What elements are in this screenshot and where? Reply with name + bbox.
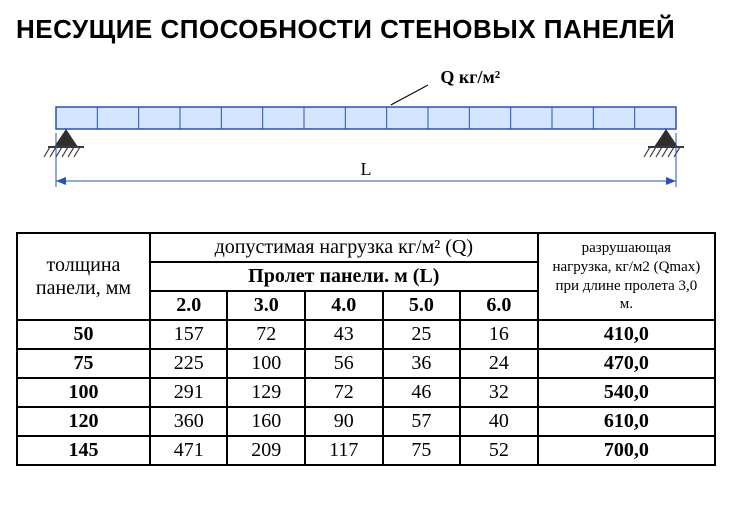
span-col-1: 3.0 <box>227 291 305 320</box>
qmax-header: разрушающая нагрузка, кг/м2 (Qmax) при д… <box>538 233 715 320</box>
qmax-header-l2: нагрузка, кг/м2 (Qmax) <box>552 259 700 275</box>
svg-text:Q кг/м²: Q кг/м² <box>440 67 500 87</box>
capacity-table-wrap: толщина панели, мм допустимая нагрузка к… <box>16 232 716 466</box>
load-cell: 100 <box>227 349 305 378</box>
qmax-cell: 610,0 <box>538 407 715 436</box>
load-cell: 24 <box>460 349 538 378</box>
qmax-cell: 540,0 <box>538 378 715 407</box>
load-cell: 209 <box>227 436 305 465</box>
load-cell: 360 <box>150 407 228 436</box>
thickness-header-line2: панели, мм <box>36 277 131 299</box>
span-col-4: 6.0 <box>460 291 538 320</box>
capacity-table: толщина панели, мм допустимая нагрузка к… <box>16 232 716 466</box>
load-diagram: Q кг/м² L <box>16 63 716 213</box>
table-row: 50 157 72 43 25 16 410,0 <box>17 320 715 349</box>
qmax-cell: 470,0 <box>538 349 715 378</box>
span-header: Пролет панели. м (L) <box>150 262 538 291</box>
load-cell: 52 <box>460 436 538 465</box>
load-cell: 16 <box>460 320 538 349</box>
load-cell: 32 <box>460 378 538 407</box>
thickness-cell: 75 <box>17 349 150 378</box>
qmax-cell: 700,0 <box>538 436 715 465</box>
thickness-cell: 50 <box>17 320 150 349</box>
thickness-cell: 145 <box>17 436 150 465</box>
table-row: 75 225 100 56 36 24 470,0 <box>17 349 715 378</box>
thickness-header-line1: толщина <box>47 254 121 276</box>
thickness-cell: 120 <box>17 407 150 436</box>
load-cell: 471 <box>150 436 228 465</box>
thickness-cell: 100 <box>17 378 150 407</box>
load-cell: 117 <box>305 436 383 465</box>
load-cell: 129 <box>227 378 305 407</box>
load-cell: 43 <box>305 320 383 349</box>
load-cell: 157 <box>150 320 228 349</box>
page-title: НЕСУЩИЕ СПОСОБНОСТИ СТЕНОВЫХ ПАНЕЛЕЙ <box>16 14 719 45</box>
load-cell: 46 <box>383 378 461 407</box>
load-cell: 57 <box>383 407 461 436</box>
load-cell: 75 <box>383 436 461 465</box>
load-cell: 72 <box>227 320 305 349</box>
table-row: 145 471 209 117 75 52 700,0 <box>17 436 715 465</box>
load-cell: 72 <box>305 378 383 407</box>
span-col-2: 4.0 <box>305 291 383 320</box>
load-cell: 25 <box>383 320 461 349</box>
thickness-header: толщина панели, мм <box>17 233 150 320</box>
span-col-0: 2.0 <box>150 291 228 320</box>
load-cell: 36 <box>383 349 461 378</box>
qmax-header-l3: при длине пролета 3,0 <box>555 278 697 294</box>
load-cell: 56 <box>305 349 383 378</box>
svg-text:L: L <box>361 159 372 179</box>
table-row: 120 360 160 90 57 40 610,0 <box>17 407 715 436</box>
load-cell: 291 <box>150 378 228 407</box>
qmax-header-l1: разрушающая <box>582 240 671 256</box>
load-cell: 160 <box>227 407 305 436</box>
table-row: 100 291 129 72 46 32 540,0 <box>17 378 715 407</box>
load-group-header: допустимая нагрузка кг/м² (Q) <box>150 233 538 262</box>
load-cell: 90 <box>305 407 383 436</box>
span-col-3: 5.0 <box>383 291 461 320</box>
qmax-header-l4: м. <box>620 296 633 312</box>
load-cell: 40 <box>460 407 538 436</box>
load-cell: 225 <box>150 349 228 378</box>
qmax-cell: 410,0 <box>538 320 715 349</box>
